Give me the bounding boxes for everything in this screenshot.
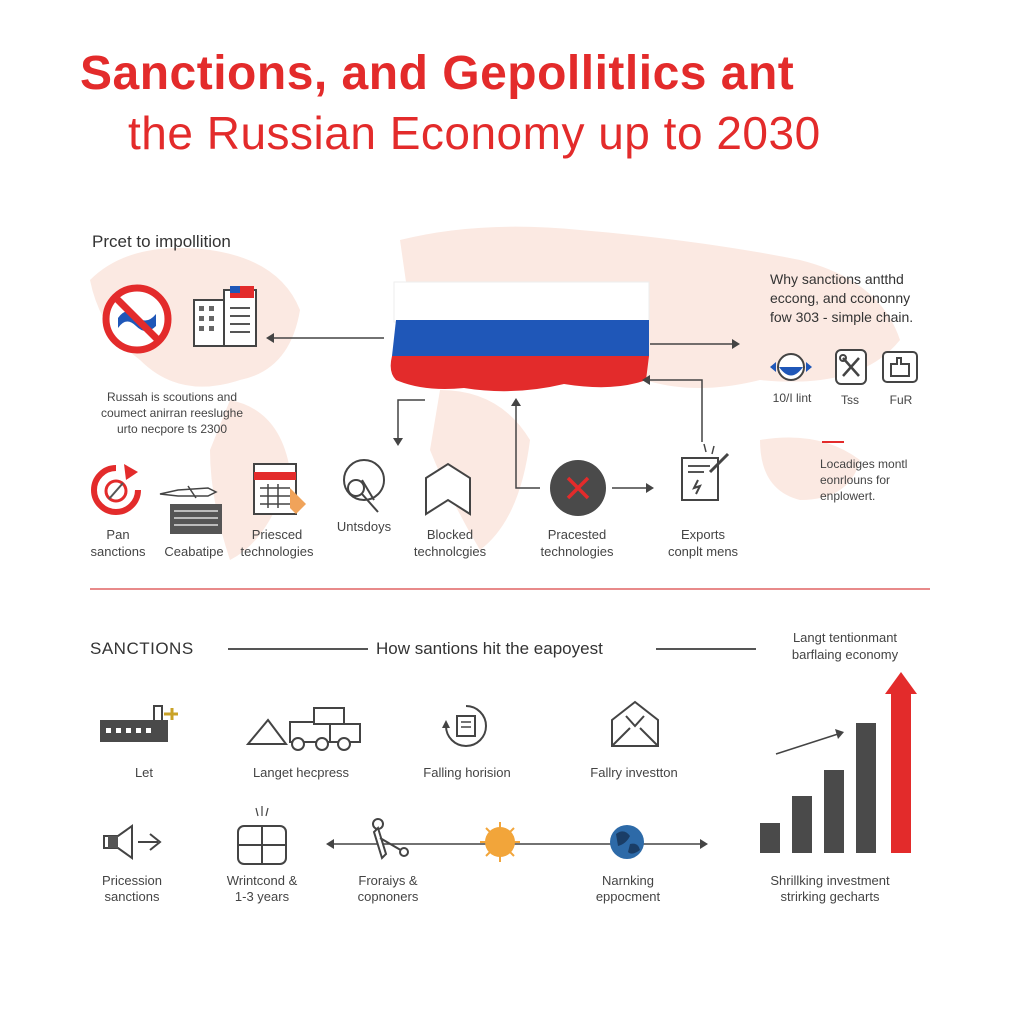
right-note-line3: enplowert. (820, 489, 876, 503)
right-note-line1: Locadiges montl (820, 457, 908, 471)
growth-bar-1 (760, 823, 780, 853)
growth-bar-red (891, 692, 911, 853)
right-bottom-heading-line2: barflaing economy (791, 647, 899, 662)
row2-label-2-line1: Wrintcond & (226, 873, 298, 888)
row2-label-3-line1: Froraiys & (358, 873, 418, 888)
flow-label-3-line2: technologies (240, 544, 314, 559)
row1-label-2: Langet hecpress (252, 765, 350, 780)
flow-connectors (393, 375, 703, 493)
flow-label-1-line1: Pan (106, 527, 130, 542)
row2-label-4-line1: Narnking (601, 873, 655, 888)
blocked-shape-icon (425, 462, 471, 516)
growth-chart-graphic (760, 672, 917, 853)
right-heading-line1: Why sanctions antthd (770, 271, 904, 287)
growth-bar-4 (856, 723, 876, 853)
right-icon-label-2: Tss (841, 393, 859, 407)
row2-label-2-line2: 1-3 years (234, 889, 290, 904)
flow-label-6-line2: technologies (540, 544, 614, 559)
chart-caption-line2: strirking gecharts (780, 889, 880, 904)
right-heading-line2: eccong, and ccononny (770, 290, 911, 306)
flow-label-6-line1: Pracested (547, 527, 607, 542)
sparkle-icon (255, 806, 269, 817)
russia-flag (390, 281, 650, 392)
left-caption-line2: coumect anirran reeslughe (100, 406, 244, 420)
right-note: Locadiges montl eonrlouns for enplowert. (820, 456, 907, 504)
flow-label-1-line2: sanctions (90, 544, 146, 559)
note-red-dash (822, 441, 844, 443)
magnifier-icon (343, 459, 385, 513)
right-icon-label-1: 10/I lint (772, 391, 812, 405)
trend-arrow (775, 733, 839, 755)
refresh-ban-icon (91, 464, 141, 515)
sanctions-label: SANCTIONS (90, 639, 194, 658)
window-icon (237, 825, 287, 865)
globe-icon (610, 825, 644, 859)
page-title-line2: the Russian Economy up to 2030 (128, 107, 821, 159)
flow-label-7-line1: Exports (680, 527, 726, 542)
bulldozer-icon (246, 707, 361, 751)
section-divider (90, 588, 930, 590)
megaphone-arrow-icon (103, 824, 162, 860)
row1-label-4: Fallry investton (590, 765, 678, 780)
growth-bar-3 (824, 770, 844, 853)
factory-icon (100, 705, 178, 742)
wrench-icon (372, 818, 409, 860)
document-pen-icon (681, 443, 730, 501)
header-rule-left (228, 648, 368, 650)
left-caption-line3: urto necpore ts 2300 (116, 422, 228, 436)
right-bottom-heading-line1: Langt tentionmant (792, 630, 898, 645)
row2-label-1-line2: sanctions (104, 889, 160, 904)
cycle-document-icon (442, 705, 487, 747)
sun-icon (480, 822, 520, 862)
flow-label-2-line2: Ceabatipe (164, 544, 224, 559)
flow-label-4-line1: Untsdoys (336, 519, 392, 534)
row2-label-1-line1: Pricession (102, 873, 162, 888)
center-heading: How santions hit the eapoyest (376, 639, 603, 658)
left-caption-line1: Russah is scoutions and (106, 390, 238, 404)
right-note-line2: eonrlouns for (820, 473, 891, 487)
row2-label-4-line2: eppocment (595, 889, 661, 904)
hand-icon (882, 351, 918, 383)
arrow-right-icon (650, 339, 740, 349)
prohibited-icon (102, 284, 172, 354)
right-icon-label-3: FuR (889, 393, 913, 407)
page-title-line1: Sanctions, and Gepollitlics ant (80, 47, 795, 100)
right-heading-line3: fow 303 - simple chain. (770, 309, 914, 325)
chart-caption-line1: Shrillking investment (770, 873, 890, 888)
eye-globe-icon (770, 353, 812, 381)
timeline (326, 818, 708, 862)
building-icon (193, 286, 257, 347)
x-circle-icon (550, 460, 606, 516)
plane-panel-icon (159, 485, 222, 534)
left-heading: Prcet to impollition (92, 232, 231, 251)
growth-bar-red-arrow (885, 672, 917, 694)
tools-icon (835, 349, 867, 385)
flow-label-5-line2: technolcgies (413, 544, 487, 559)
flow-label-7-line2: conplt mens (667, 544, 739, 559)
row1-label-1: Let (134, 765, 154, 780)
flow-label-3-line1: Priesced (251, 527, 303, 542)
envelope-icon (611, 700, 659, 747)
right-heading: Why sanctions antthd eccong, and ccononn… (770, 270, 913, 327)
growth-bar-2 (792, 796, 812, 853)
calendar-icon (253, 463, 306, 515)
arrow-left-icon (266, 333, 384, 343)
row1-label-3: Falling horision (423, 765, 511, 780)
flow-label-5-line1: Blocked (426, 527, 474, 542)
header-rule-right (656, 648, 756, 650)
row2-label-3-line2: copnoners (357, 889, 419, 904)
